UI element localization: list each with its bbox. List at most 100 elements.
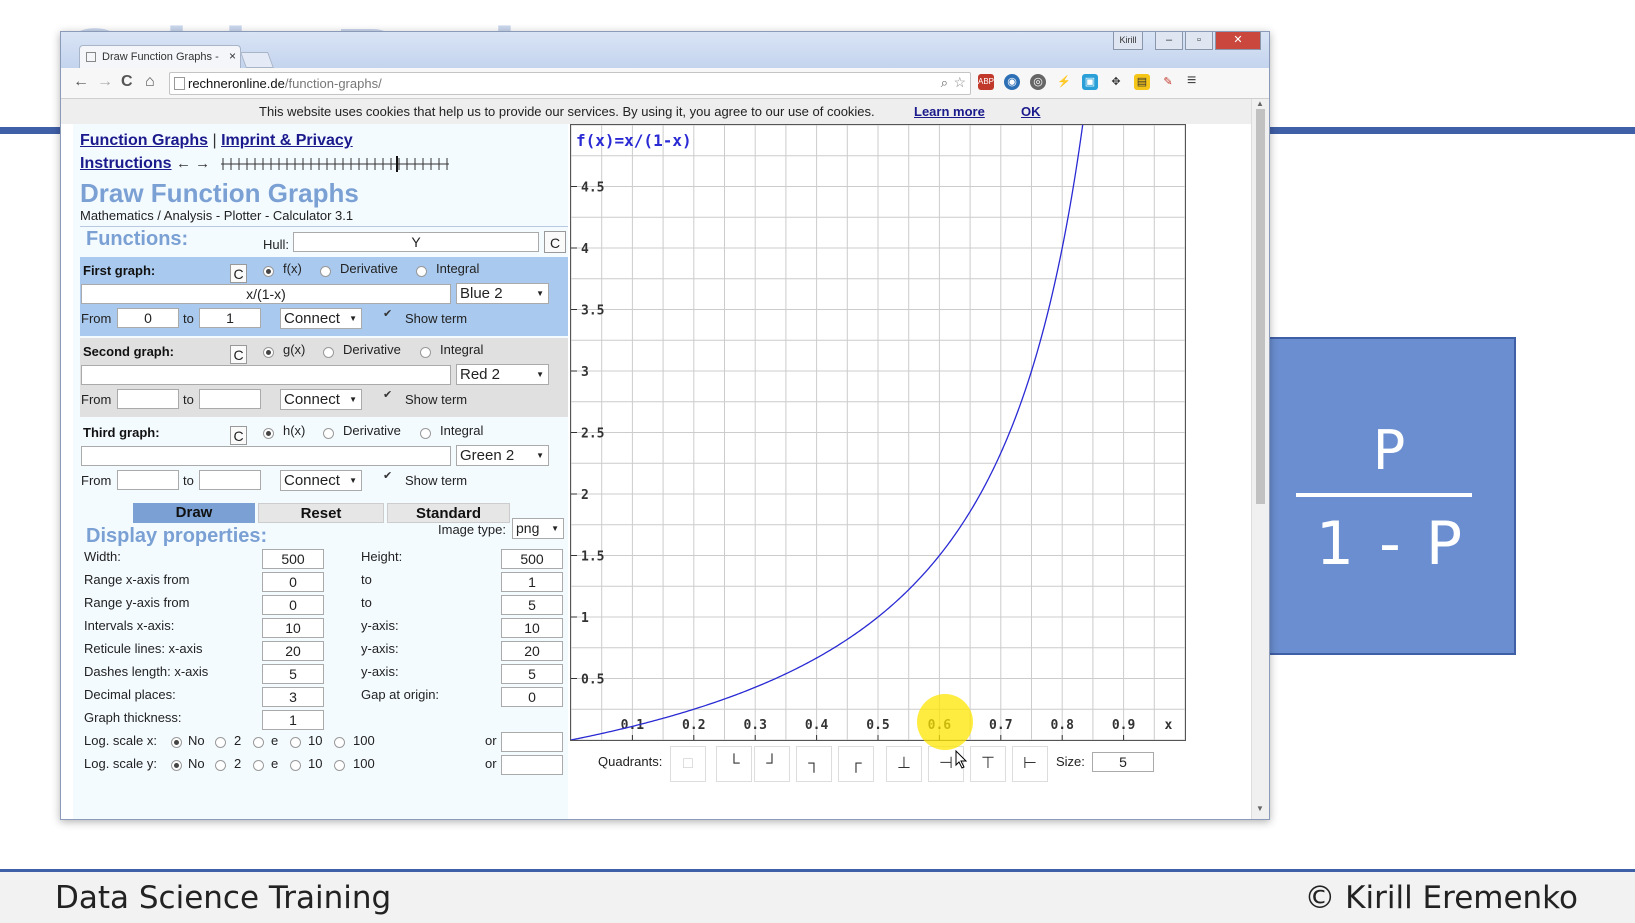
hull-clear-button[interactable]: C — [544, 231, 566, 253]
size-input[interactable] — [1092, 752, 1154, 772]
log-y-100-radio[interactable] — [334, 760, 345, 771]
third-term-input[interactable] — [81, 446, 451, 466]
reload-icon[interactable]: C — [121, 73, 133, 90]
standard-button[interactable]: Standard — [387, 503, 510, 523]
range-y-from-input[interactable] — [262, 595, 324, 615]
third-integral-radio[interactable] — [420, 428, 431, 439]
extension-circle-icon[interactable]: ◎ — [1030, 74, 1046, 90]
extension-bolt-icon[interactable]: ⚡ — [1057, 76, 1071, 88]
page-ruler-slider[interactable] — [220, 155, 451, 172]
second-derivative-radio[interactable] — [323, 347, 334, 358]
log-x-2-radio[interactable] — [215, 737, 226, 748]
zoom-icon[interactable]: ⌕ — [940, 75, 948, 90]
first-mode-select[interactable]: Connect ▼ — [280, 308, 362, 329]
log-x-10-radio[interactable] — [290, 737, 301, 748]
third-hx-radio[interactable] — [263, 428, 274, 439]
hull-input[interactable] — [293, 232, 539, 252]
third-from-input[interactable] — [117, 470, 179, 490]
first-color-select[interactable]: Blue 2 ▼ — [456, 283, 549, 304]
dashes-y-input[interactable] — [501, 664, 563, 684]
close-window-button[interactable]: ✕ — [1215, 32, 1261, 50]
range-x-from-input[interactable] — [262, 572, 324, 592]
range-y-to-input[interactable] — [501, 595, 563, 615]
bookmark-star-icon[interactable]: ☆ — [953, 74, 966, 90]
extension-pen-icon[interactable]: ✎ — [1163, 76, 1173, 88]
first-from-input[interactable] — [117, 308, 179, 328]
menu-icon[interactable]: ≡ — [1187, 72, 1197, 89]
third-to-input[interactable] — [199, 470, 261, 490]
extension-puzzle-icon[interactable]: ✥ — [1111, 76, 1121, 88]
second-term-input[interactable] — [81, 365, 451, 385]
quadrant-bottom-icon[interactable]: ⊥ — [886, 746, 922, 782]
second-gx-radio[interactable] — [263, 347, 274, 358]
third-derivative-radio[interactable] — [323, 428, 334, 439]
minimize-button[interactable]: – — [1155, 32, 1183, 50]
width-input[interactable] — [262, 549, 324, 569]
new-tab-button[interactable] — [240, 52, 274, 68]
draw-button[interactable]: Draw — [133, 503, 255, 523]
first-show-term-checkbox[interactable]: ✔ — [383, 308, 393, 320]
first-integral-radio[interactable] — [416, 266, 427, 277]
quadrant-2-icon[interactable]: ┘ — [754, 746, 790, 782]
quadrant-right-icon[interactable]: ⊢ — [1012, 746, 1048, 782]
log-y-no-radio[interactable] — [171, 760, 182, 771]
reticule-x-input[interactable] — [262, 641, 324, 661]
reset-button[interactable]: Reset — [258, 503, 384, 523]
user-profile-button[interactable]: Kirill — [1113, 32, 1143, 50]
log-y-custom-input[interactable] — [501, 755, 563, 775]
third-graph-clear-button[interactable]: C — [230, 426, 247, 445]
back-arrow-icon[interactable]: ← — [73, 73, 89, 90]
first-derivative-radio[interactable] — [320, 266, 331, 277]
second-graph-clear-button[interactable]: C — [230, 345, 247, 364]
second-color-select[interactable]: Red 2 ▼ — [456, 364, 549, 385]
maximize-button[interactable]: ▫ — [1185, 32, 1213, 50]
scroll-down-icon[interactable]: ▼ — [1256, 804, 1264, 813]
image-type-select[interactable]: png ▼ — [512, 518, 564, 539]
first-graph-clear-button[interactable]: C — [230, 264, 247, 283]
dashes-x-input[interactable] — [262, 664, 324, 684]
quadrant-4-icon[interactable]: ┌ — [838, 746, 874, 782]
quadrant-top-icon[interactable]: ⊤ — [970, 746, 1006, 782]
forward-arrow-icon[interactable]: → — [97, 73, 113, 90]
decimal-places-input[interactable] — [262, 687, 324, 707]
reticule-y-input[interactable] — [501, 641, 563, 661]
extension-note-icon[interactable]: ▤ — [1134, 74, 1150, 90]
scrollbar-thumb[interactable] — [1256, 109, 1265, 504]
second-show-term-checkbox[interactable]: ✔ — [383, 389, 393, 401]
second-integral-radio[interactable] — [420, 347, 431, 358]
intervals-x-input[interactable] — [262, 618, 324, 638]
log-x-custom-input[interactable] — [501, 732, 563, 752]
log-x-e-radio[interactable] — [253, 737, 264, 748]
log-y-10-radio[interactable] — [290, 760, 301, 771]
quadrant-all-icon[interactable]: □ — [670, 746, 706, 782]
vertical-scrollbar[interactable]: ▲ ▼ — [1251, 99, 1269, 819]
log-x-no-radio[interactable] — [171, 737, 182, 748]
third-color-select[interactable]: Green 2 ▼ — [456, 445, 549, 466]
log-y-e-radio[interactable] — [253, 760, 264, 771]
third-show-term-checkbox[interactable]: ✔ — [383, 470, 393, 482]
quadrant-3-icon[interactable]: ┐ — [796, 746, 832, 782]
second-from-input[interactable] — [117, 389, 179, 409]
extension-card-icon[interactable]: ▣ — [1082, 74, 1098, 90]
intervals-y-input[interactable] — [501, 618, 563, 638]
scroll-up-icon[interactable]: ▲ — [1256, 99, 1264, 108]
graph-thickness-input[interactable] — [262, 710, 324, 730]
adblock-extension-icon[interactable]: ABP — [978, 74, 994, 90]
browser-tab[interactable]: Draw Function Graphs - P × — [79, 45, 241, 69]
first-term-input[interactable] — [81, 284, 451, 304]
second-to-input[interactable] — [199, 389, 261, 409]
extension-globe-icon[interactable]: ◉ — [1004, 74, 1020, 90]
cookie-ok-link[interactable]: OK — [1021, 104, 1041, 119]
first-to-input[interactable] — [199, 308, 261, 328]
home-icon[interactable]: ⌂ — [145, 73, 155, 90]
first-fx-radio[interactable] — [263, 266, 274, 277]
address-bar[interactable]: rechneronline.de/function-graphs/ ⌕ ☆ — [169, 72, 971, 95]
log-y-2-radio[interactable] — [215, 760, 226, 771]
function-graphs-link[interactable]: Function Graphs — [80, 132, 208, 149]
instructions-link[interactable]: Instructions — [80, 155, 172, 172]
page-arrows-icon[interactable]: ← → — [176, 155, 211, 172]
imprint-link[interactable]: Imprint & Privacy — [221, 132, 353, 149]
tab-close-icon[interactable]: × — [228, 49, 236, 63]
height-input[interactable] — [501, 549, 563, 569]
quadrant-1-icon[interactable]: └ — [716, 746, 752, 782]
